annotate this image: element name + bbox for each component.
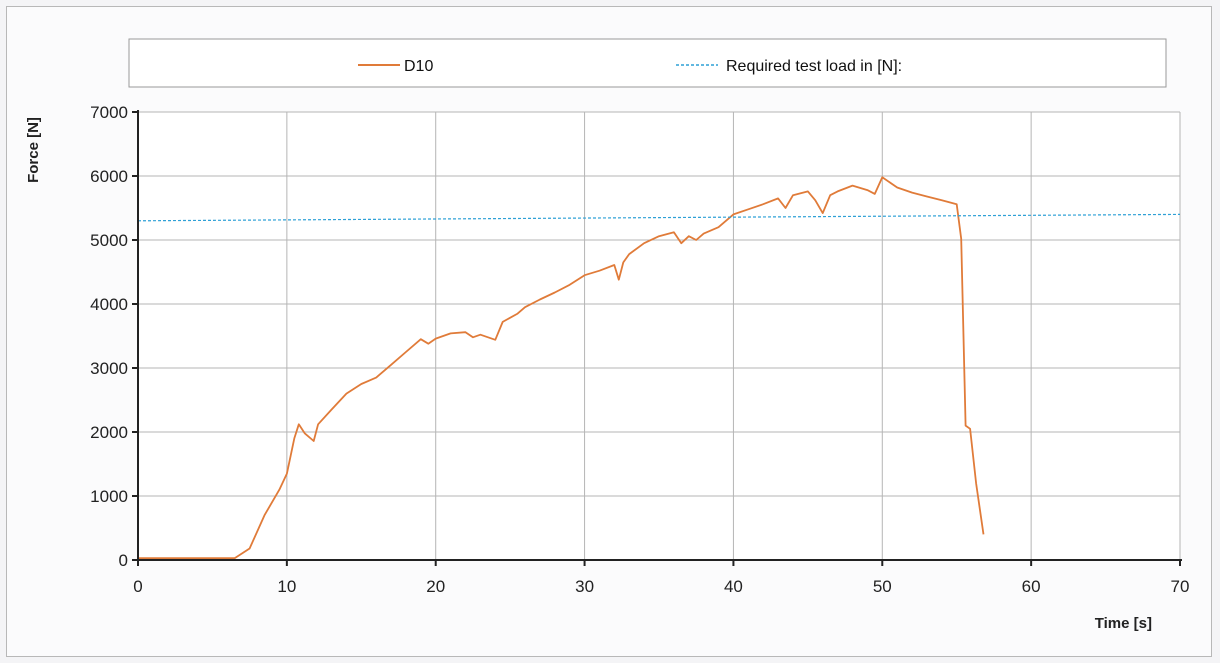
y-tick-label-2: 2000 (90, 423, 128, 442)
legend-box (128, 38, 1167, 88)
y-tick-label-1: 1000 (90, 487, 128, 506)
x-tick-label-4: 40 (724, 577, 743, 596)
x-tick-label-5: 50 (873, 577, 892, 596)
grid (138, 111, 1181, 560)
x-tick-label-0: 0 (133, 577, 142, 596)
plot-area (138, 112, 1180, 560)
legend-label-0: D10 (404, 58, 433, 75)
legend: D10 Required test load in [N]: (358, 58, 902, 75)
y-tick-label-3: 3000 (90, 359, 128, 378)
series-line-d10 (138, 176, 985, 559)
axes (132, 110, 1182, 566)
x-tick-label-7: 70 (1171, 577, 1190, 596)
x-tick-label-2: 20 (426, 577, 445, 596)
y-tick-labels: 0 1000 2000 3000 4000 5000 6000 7000 (90, 103, 128, 570)
x-tick-label-3: 30 (575, 577, 594, 596)
series-line-required-test-load (137, 213, 1181, 222)
y-axis-title: Force [N] (25, 117, 42, 183)
y-tick-label-4: 4000 (90, 295, 128, 314)
legend-label-1: Required test load in [N]: (726, 58, 902, 75)
y-tick-label-0: 0 (119, 551, 128, 570)
y-tick-label-7: 7000 (90, 103, 128, 122)
y-tick-label-6: 6000 (90, 167, 128, 186)
x-tick-label-6: 60 (1022, 577, 1041, 596)
x-tick-labels: 0 10 20 30 40 50 60 70 (133, 577, 1189, 596)
y-tick-label-5: 5000 (90, 231, 128, 250)
x-tick-label-1: 10 (277, 577, 296, 596)
x-axis-title: Time [s] (1095, 615, 1152, 632)
series-group (137, 176, 1181, 559)
